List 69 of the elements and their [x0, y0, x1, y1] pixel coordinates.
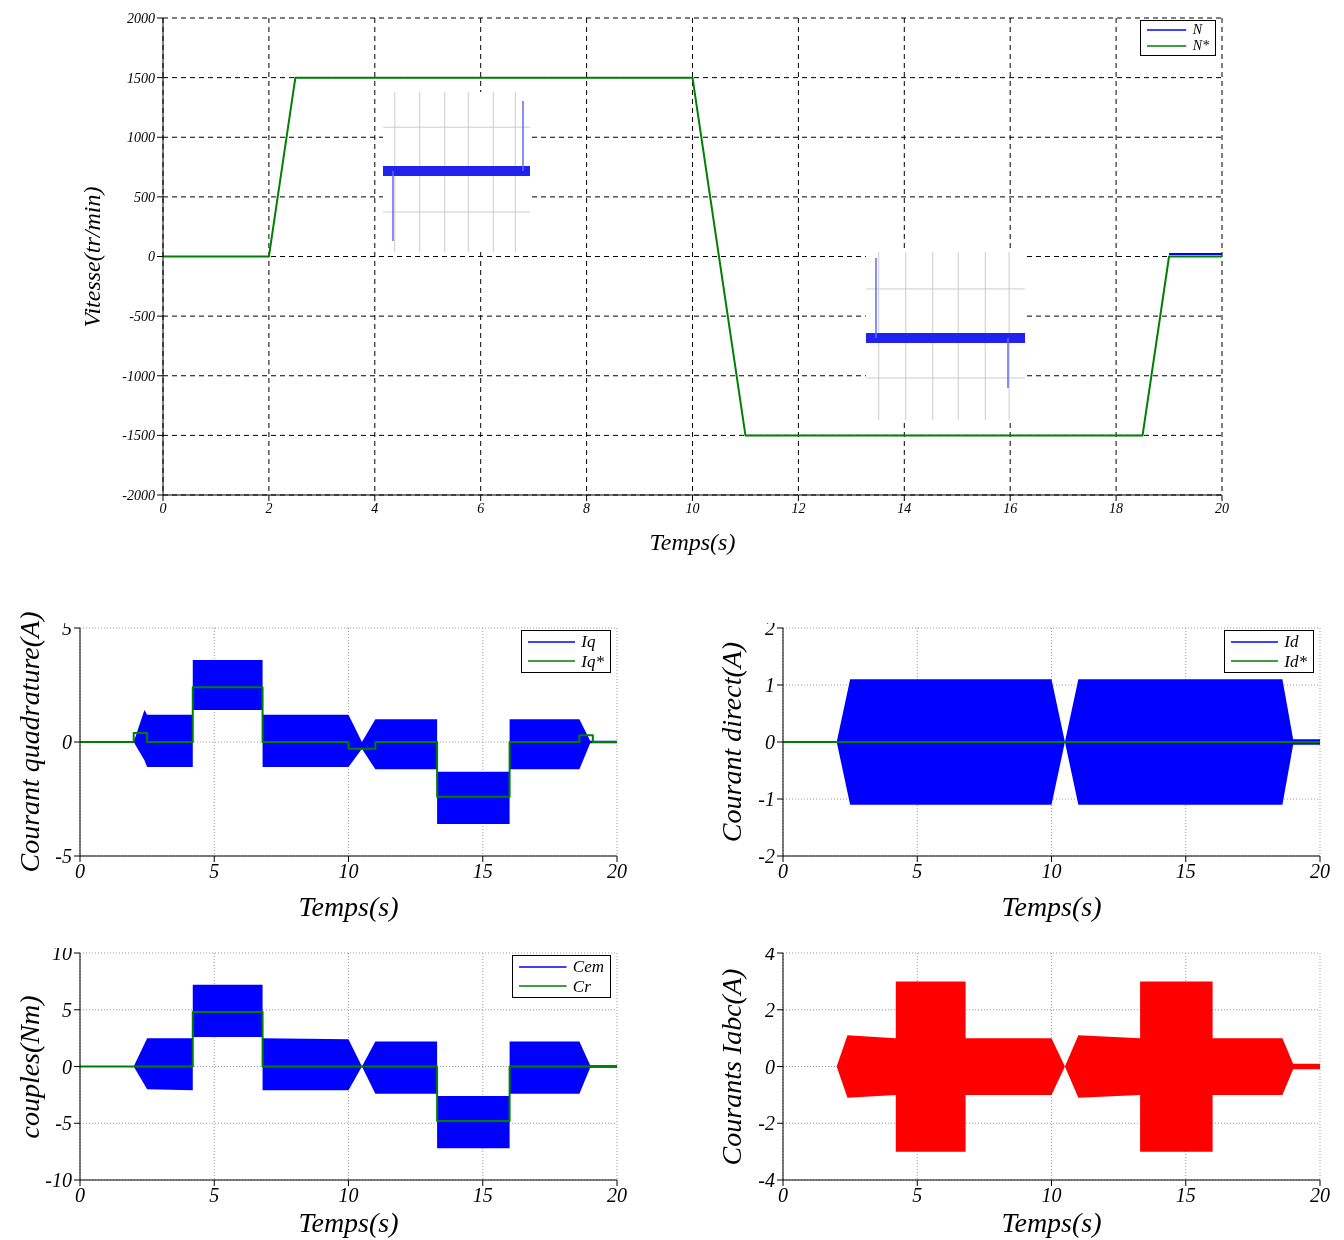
- y-tick-label: 1: [765, 674, 775, 697]
- x-tick-label: 10: [1041, 860, 1062, 883]
- x-tick-label: 10: [685, 500, 700, 516]
- x-tick-label: 5: [912, 860, 923, 883]
- y-axis-title: couples(Nm): [14, 994, 45, 1139]
- x-tick-label: 4: [371, 500, 379, 516]
- legend-label: Id*: [1284, 651, 1307, 672]
- y-axis-title: Courants Iabc(A): [716, 968, 747, 1165]
- x-tick-label: 15: [1175, 1184, 1196, 1207]
- y-tick-label: -1500: [122, 428, 155, 444]
- legend-label: N: [1192, 22, 1202, 39]
- y-tick-label: 0: [62, 1055, 72, 1078]
- y-tick-label: 2000: [127, 10, 155, 26]
- y-tick-label: -2: [758, 845, 775, 868]
- y-tick-label: 0: [148, 249, 155, 265]
- x-tick-label: 18: [1109, 500, 1124, 516]
- y-tick-label: 1000: [127, 130, 155, 146]
- x-tick-label: 10: [338, 1184, 359, 1207]
- line-series: [80, 686, 617, 798]
- legend-label: Cr: [572, 976, 591, 997]
- y-tick-label: 1500: [127, 70, 155, 86]
- y-tick-label: -1000: [122, 368, 155, 384]
- y-tick-label: -500: [129, 309, 155, 325]
- legend-label: N*: [1192, 38, 1209, 55]
- x-tick-label: 10: [338, 860, 359, 883]
- x-axis-title: Temps(s): [298, 1207, 399, 1238]
- y-tick-label: 0: [62, 731, 72, 754]
- y-tick-label: -10: [45, 1169, 72, 1192]
- x-tick-label: 20: [1310, 860, 1330, 883]
- x-axis-title: Temps(s): [1001, 1207, 1102, 1238]
- y-tick-label: -2000: [122, 487, 155, 503]
- y-tick-label: 0: [765, 1055, 775, 1078]
- x-tick-label: 5: [912, 1184, 923, 1207]
- x-tick-label: 14: [897, 500, 912, 516]
- x-tick-label: 12: [791, 500, 806, 516]
- y-tick-label: -4: [758, 1169, 775, 1192]
- y-tick-label: 5: [62, 998, 72, 1021]
- y-axis-title: Vitesse(tr/min): [79, 186, 105, 327]
- y-axis-title: Courant direct(A): [716, 641, 747, 843]
- x-tick-label: 15: [472, 860, 493, 883]
- x-tick-label: 20: [1310, 1184, 1330, 1207]
- x-tick-label: 8: [583, 500, 591, 516]
- y-tick-label: 2: [765, 998, 775, 1021]
- x-tick-label: 10: [1041, 1184, 1062, 1207]
- y-axis-title: Courant quadrature(A): [14, 611, 45, 873]
- legend-label: Cem: [572, 957, 604, 977]
- y-tick-label: 0: [765, 731, 775, 754]
- x-tick-label: 16: [1003, 500, 1018, 516]
- x-tick-label: 15: [1175, 860, 1196, 883]
- x-tick-label: 20: [1215, 500, 1229, 516]
- y-tick-label: -5: [55, 1112, 72, 1135]
- legend-label: Id: [1284, 632, 1299, 652]
- y-tick-label: -5: [55, 845, 72, 868]
- y-tick-label: 500: [134, 189, 155, 205]
- x-axis-title: Temps(s): [298, 891, 399, 922]
- y-tick-label: -1: [758, 788, 775, 811]
- legend-label: Iq*: [581, 651, 604, 672]
- x-axis-title: Temps(s): [649, 529, 736, 555]
- x-tick-label: 5: [209, 860, 220, 883]
- y-tick-label: -2: [758, 1112, 775, 1135]
- x-tick-label: 20: [607, 860, 627, 883]
- x-tick-label: 15: [472, 1184, 493, 1207]
- legend-label: Iq: [581, 632, 596, 652]
- x-tick-label: 20: [607, 1184, 627, 1207]
- x-axis-title: Temps(s): [1001, 891, 1102, 922]
- x-tick-label: 5: [209, 1184, 220, 1207]
- x-tick-label: 6: [477, 500, 485, 516]
- x-tick-label: 2: [265, 500, 273, 516]
- x-tick-label: 0: [159, 500, 167, 516]
